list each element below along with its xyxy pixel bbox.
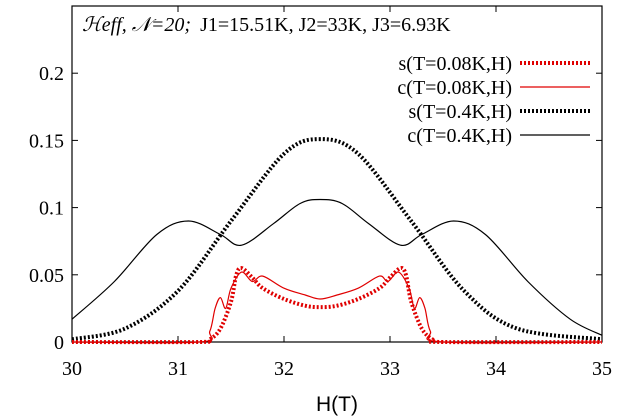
x-axis: 30 31 32 33 34 35 bbox=[62, 6, 612, 380]
legend-label: c(T=0.08K,H) bbox=[397, 77, 512, 99]
series-layer bbox=[71, 137, 603, 345]
y-tick-label: 0 bbox=[54, 332, 64, 354]
y-tick-label: 0.2 bbox=[39, 63, 64, 85]
annotation-body: J1=15.51K, J2=33K, J3=6.93K bbox=[200, 14, 451, 36]
parameter-annotation: ℋeff, 𝒩=20; J1=15.51K, J2=33K, J3=6.93K bbox=[82, 14, 451, 36]
series-line-1 bbox=[71, 266, 603, 345]
y-tick-label: 0.15 bbox=[29, 130, 64, 152]
y-tick-label: 0.05 bbox=[29, 265, 64, 287]
x-tick-label: 32 bbox=[274, 358, 294, 380]
y-tick-label: 0.1 bbox=[39, 198, 64, 220]
x-tick-label: 33 bbox=[380, 358, 400, 380]
series-line-2 bbox=[71, 271, 603, 344]
y-axis: 0 0.05 0.1 0.15 0.2 bbox=[29, 63, 602, 354]
x-tick-label: 35 bbox=[592, 358, 612, 380]
x-tick-label: 30 bbox=[62, 358, 82, 380]
series-line-4 bbox=[71, 198, 603, 336]
annotation-lead: ℋeff, 𝒩=20; bbox=[82, 14, 191, 36]
x-tick-label: 34 bbox=[486, 358, 506, 380]
legend-label: s(T=0.08K,H) bbox=[399, 53, 513, 75]
x-tick-label: 31 bbox=[168, 358, 188, 380]
legend: s(T=0.08K,H)c(T=0.08K,H)s(T=0.4K,H)c(T=0… bbox=[397, 53, 590, 147]
x-axis-label: H(T) bbox=[316, 393, 358, 416]
legend-label: s(T=0.4K,H) bbox=[409, 101, 513, 123]
legend-label: c(T=0.4K,H) bbox=[407, 125, 512, 147]
series-line-3 bbox=[71, 137, 603, 342]
plot-frame bbox=[71, 5, 603, 343]
